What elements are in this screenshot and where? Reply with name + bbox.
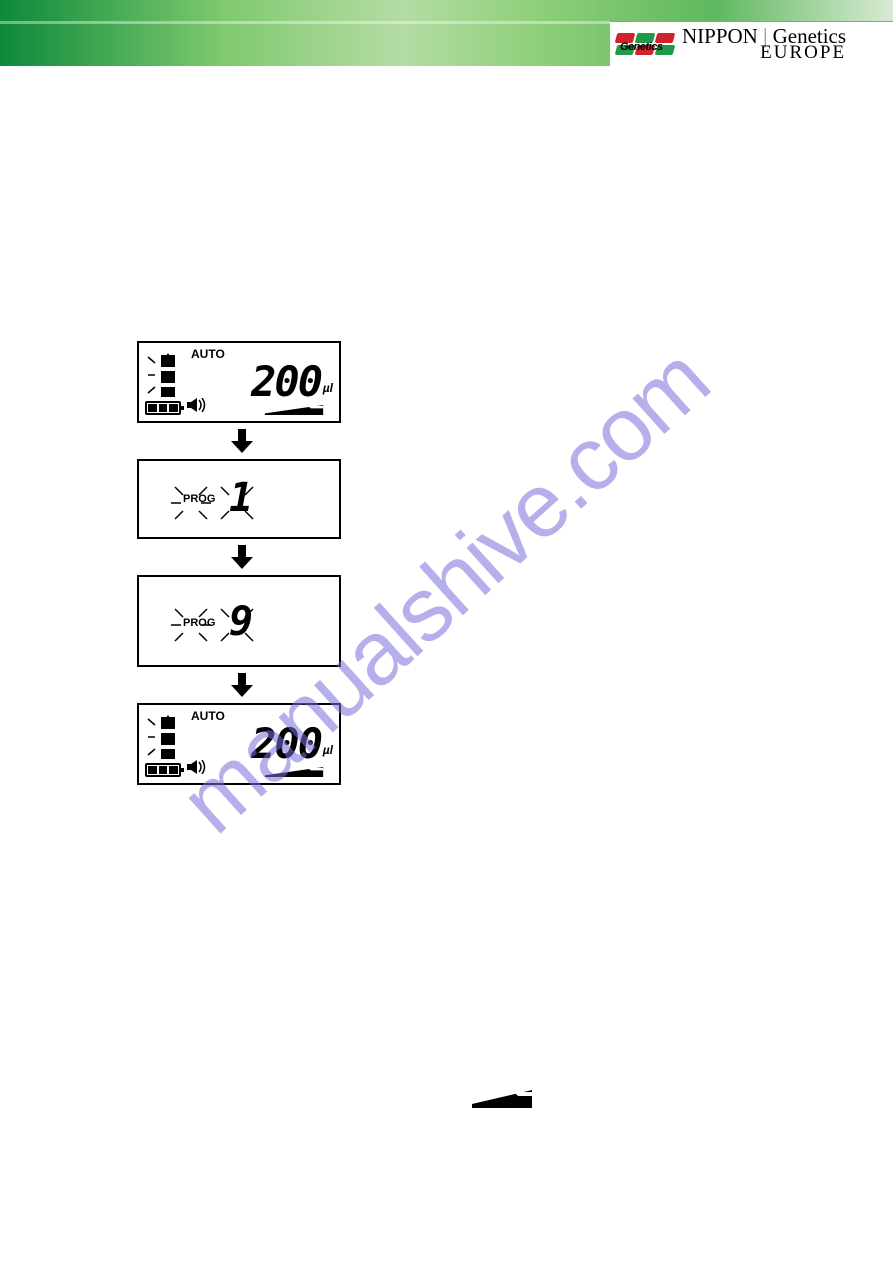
lcd-screen-4: AUTO 200 µl — [137, 703, 341, 785]
diagram-area: AUTO 200 µl PROG — [137, 341, 347, 791]
brand-logo-script: Genetics — [620, 41, 662, 53]
lcd-prog-label: PROG — [183, 617, 215, 629]
battery-icon — [145, 763, 181, 777]
lcd-digit: 9 — [229, 599, 253, 645]
lcd-screen-2: PROG 1 — [137, 459, 341, 539]
lcd-digit: 1 — [229, 475, 253, 521]
lcd-value: 200 — [251, 357, 321, 406]
arrow-down-icon — [137, 545, 347, 569]
lcd-unit: µl — [323, 381, 333, 395]
wedge-icon — [259, 405, 329, 415]
brand-main-a: NIPPON — [682, 24, 758, 48]
lcd-auto-label: AUTO — [191, 709, 225, 723]
arrow-down-icon — [137, 673, 347, 697]
brand-logo: Genetics — [616, 33, 674, 55]
lcd-arrows-icon — [145, 713, 189, 761]
header-banner: Genetics NIPPON | Genetics EUROPE — [0, 0, 893, 66]
lcd-prog-label: PROG — [183, 493, 215, 505]
lcd-arrows-icon — [145, 351, 189, 399]
wedge-icon — [472, 1090, 532, 1108]
lcd-screen-3: PROG 9 — [137, 575, 341, 667]
lcd-value: 200 — [251, 719, 321, 768]
speaker-icon — [187, 760, 207, 777]
speaker-icon — [187, 398, 207, 415]
brand-box: Genetics NIPPON | Genetics EUROPE — [610, 21, 893, 66]
arrow-down-icon — [137, 429, 347, 453]
wedge-icon — [259, 767, 329, 777]
lcd-auto-label: AUTO — [191, 347, 225, 361]
lcd-screen-1: AUTO 200 µl — [137, 341, 341, 423]
battery-icon — [145, 401, 181, 415]
lcd-unit: µl — [323, 743, 333, 757]
brand-text: NIPPON | Genetics EUROPE — [682, 26, 846, 62]
